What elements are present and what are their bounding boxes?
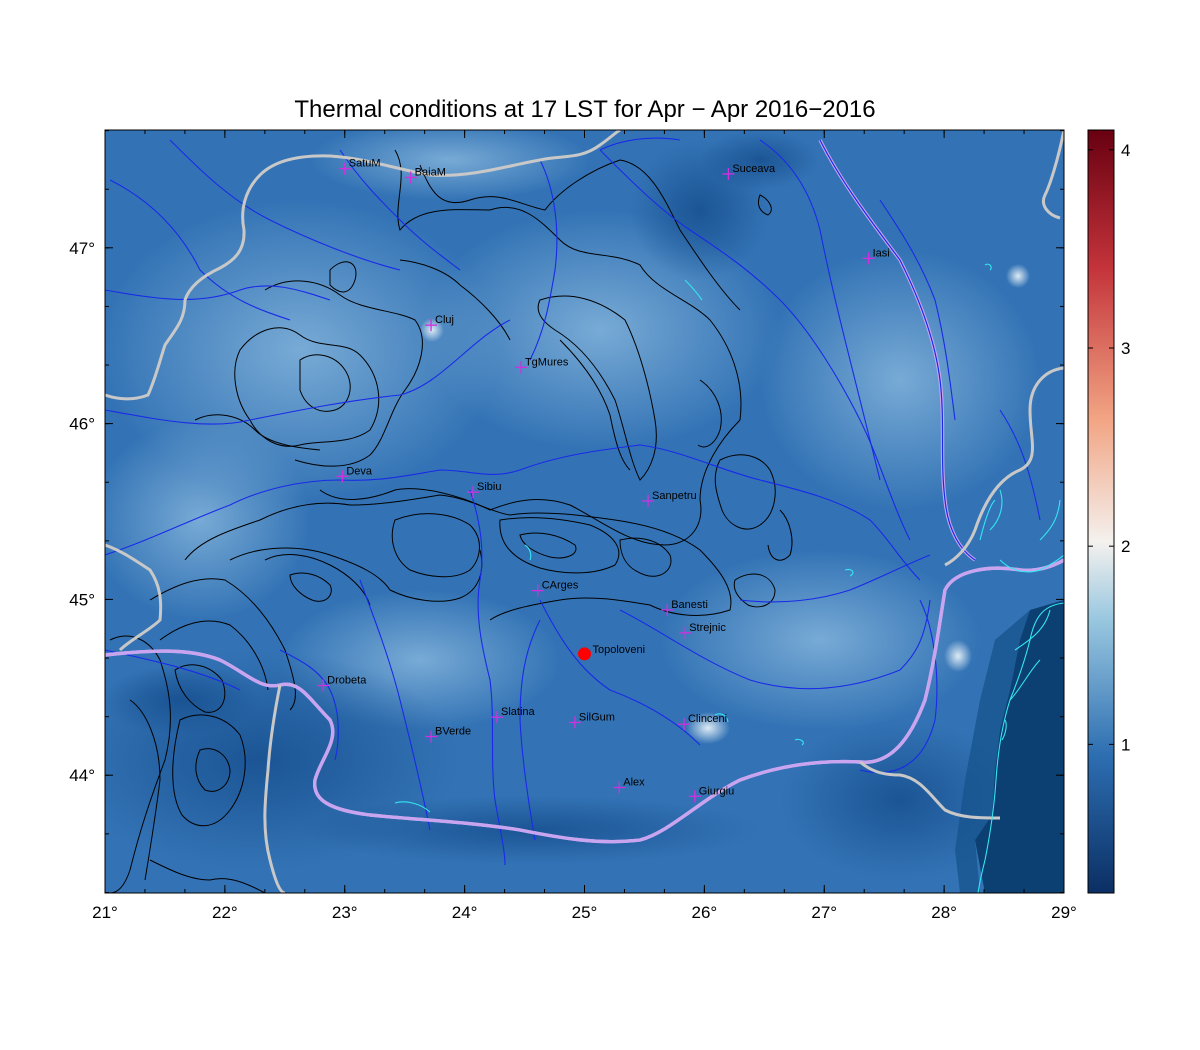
colorbar-tick-label: 2 [1121,537,1130,556]
y-tick-label: 47° [69,239,95,258]
city-label: BVerde [435,726,471,738]
danube-river [105,139,1064,844]
colorbar-gradient [1087,129,1115,894]
city-slatina: Slatina [490,706,536,724]
x-tick-label: 29° [1051,903,1077,922]
city-label: Banesti [671,599,708,611]
city-label: Strejnic [689,622,726,634]
city-suceava: Suceava [722,163,776,180]
x-tick-label: 24° [452,903,478,922]
city-label: Giurgiu [699,785,734,797]
x-tick-label: 22° [212,903,238,922]
city-giurgiu: Giurgiu [688,785,734,803]
city-label: TgMures [525,356,569,368]
x-tick-label: 26° [692,903,718,922]
colorbar-ticks: 1 2 3 4 [1088,141,1130,754]
city-bverde: BVerde [425,726,471,743]
national-borders [105,130,1064,893]
highlight-site-label: Topoloveni [593,644,646,656]
city-label: SilGum [579,711,615,723]
x-tick-label: 21° [92,903,118,922]
x-tick-label: 23° [332,903,358,922]
city-label: Sanpetru [652,490,697,502]
colorbar-tick-label: 3 [1121,339,1130,358]
map-panel [105,130,1064,893]
colorbar-tick-label: 1 [1121,735,1130,754]
city-cluj: Cluj [425,314,454,332]
coastline-lakes [394,263,1064,893]
city-label: CArges [542,580,579,592]
city-label: Alex [623,777,645,789]
city-carges: CArges [531,580,579,597]
city-label: Clinceni [688,713,727,725]
city-markers: SatuM BaiaM Suceava Iasi Cluj TgMures Deva Sibi… [317,158,890,803]
city-sanpetru: Sanpetru [642,490,697,507]
city-label: Sibiu [477,481,501,493]
city-alex: Alex [613,777,645,794]
city-tgmures: TgMures [514,356,569,374]
elevation-contours [109,149,793,893]
city-strejnic: Strejnic [679,622,726,639]
city-baiam: BaiaM [404,166,446,184]
y-tick-label: 44° [69,766,95,785]
city-deva: Deva [336,465,373,483]
y-tick-label: 46° [69,415,95,434]
black-sea [975,600,1064,893]
city-clinceni: Clinceni [677,713,727,731]
city-drobeta: Drobeta [317,675,367,692]
city-label: Drobeta [327,675,367,687]
x-tick-label: 28° [931,903,957,922]
city-label: Cluj [435,314,454,326]
city-label: Suceava [732,163,776,175]
city-satum: SatuM [338,158,381,175]
colorbar: 1 2 3 4 [1087,129,1130,894]
highlight-site-marker [578,647,591,661]
rivers [105,137,1041,866]
chart-title: Thermal conditions at 17 LST for Apr − A… [294,96,875,123]
colorbar-tick-label: 4 [1121,141,1130,160]
minor-ticks [104,130,1065,893]
x-tick-label: 27° [811,903,837,922]
city-label: Iasi [873,247,890,259]
highlight-site: Topoloveni [578,644,645,661]
y-tick-label: 45° [69,590,95,609]
city-label: SatuM [349,158,381,170]
city-label: BaiaM [415,166,446,178]
x-tick-label: 25° [572,903,598,922]
city-label: Deva [346,465,373,477]
city-sibiu: Sibiu [467,481,501,499]
city-silgum: SilGum [568,711,615,729]
y-axis: 44° 45° 46° 47° [69,239,1064,785]
city-iasi: Iasi [862,247,890,265]
city-label: Slatina [501,706,536,718]
city-banesti: Banesti [661,599,708,616]
